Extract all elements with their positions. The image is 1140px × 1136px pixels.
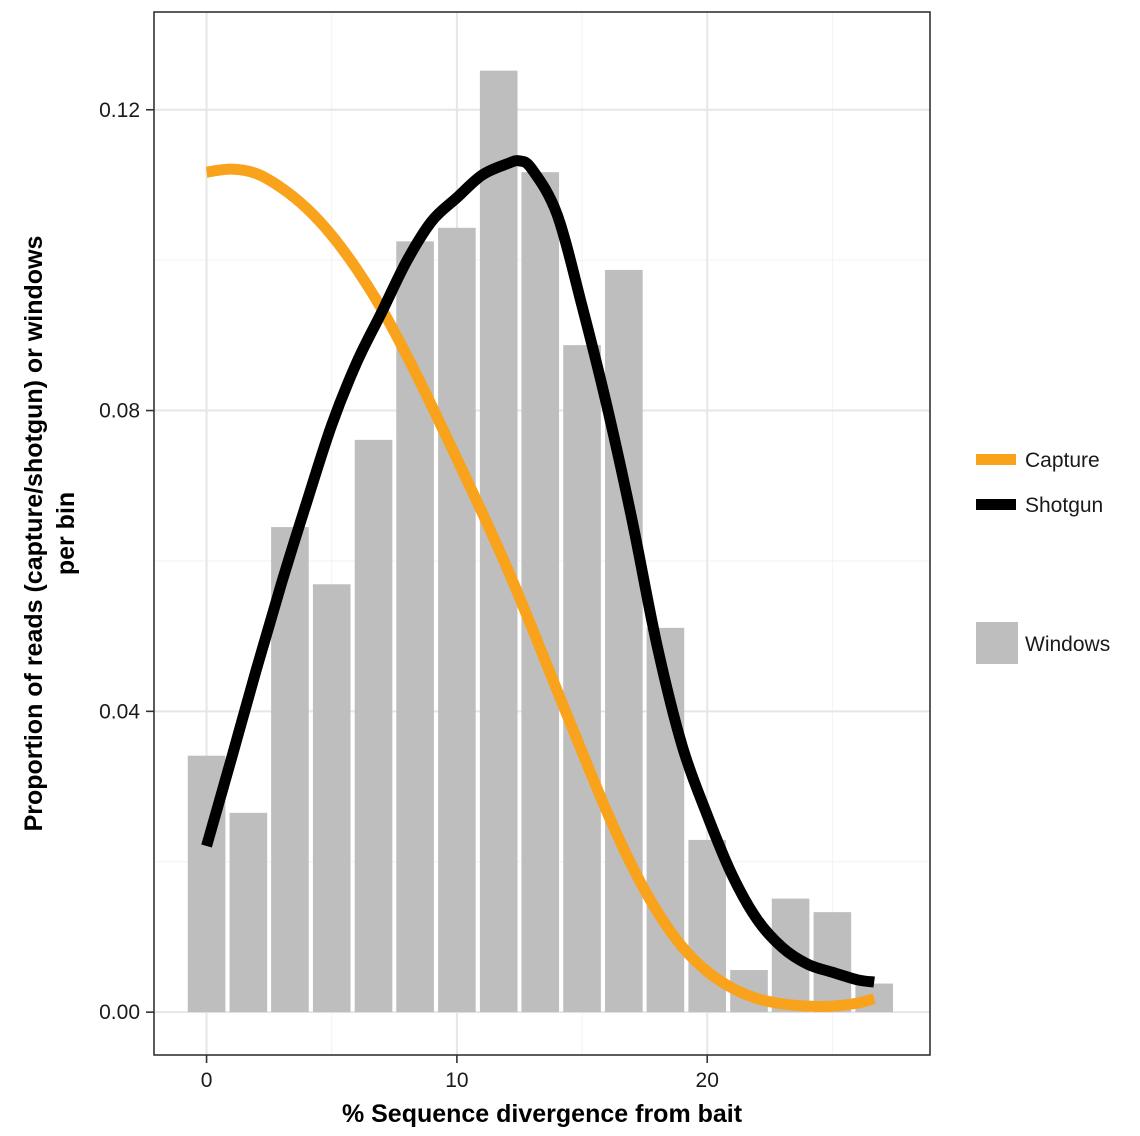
x-tick-label: 10 (445, 1069, 468, 1092)
series-line-capture (205, 163, 876, 1012)
y-tick-label: 0.08 (99, 400, 140, 423)
axes-layer: 0.00 0.04 0.08 0.12 0 10 20 (99, 99, 719, 1092)
y-tick-label: 0.04 (99, 700, 140, 723)
bar-windows (605, 269, 643, 1013)
y-tick-label: 0.12 (99, 99, 140, 122)
lines-layer (201, 155, 876, 1012)
bar-windows (312, 584, 351, 1013)
legend-key-capture (976, 454, 1016, 465)
y-axis-title-line2: per bin (52, 492, 80, 575)
y-axis-title-line1: Proportion of reads (capture/shotgun) or… (20, 236, 48, 832)
bar-windows (229, 812, 268, 1013)
panel-border (153, 11, 931, 1056)
legend-label-shotgun: Shotgun (1025, 494, 1103, 517)
bars-layer (187, 70, 893, 1013)
bar-windows (438, 227, 476, 1013)
series-line-shotgun (201, 155, 875, 988)
x-axis-title: % Sequence divergence from bait (342, 1100, 743, 1128)
legend-label-windows: Windows (1025, 633, 1110, 656)
legend-label-capture: Capture (1025, 449, 1100, 472)
legend-key-shotgun (976, 499, 1016, 510)
bar-windows (354, 439, 393, 1013)
legend-key-windows (976, 622, 1018, 664)
bar-windows (563, 345, 601, 1013)
bar-windows (813, 912, 852, 1013)
y-tick-label: 0.00 (99, 1001, 140, 1024)
x-tick-label: 20 (696, 1069, 719, 1092)
legend: Capture Shotgun Windows (976, 449, 1110, 664)
bar-windows (521, 172, 560, 1013)
x-tick-label: 0 (201, 1069, 213, 1092)
